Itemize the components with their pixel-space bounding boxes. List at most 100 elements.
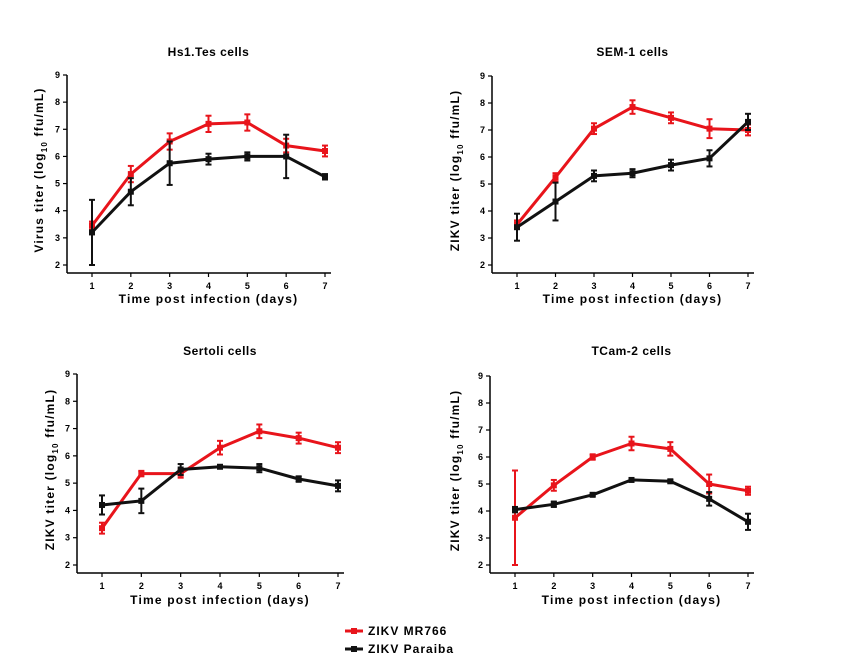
x-tick-label: 6 (707, 281, 712, 291)
data-point-paraiba (295, 476, 302, 483)
data-point-paraiba (552, 198, 559, 205)
x-axis-label: Time post infection (days) (543, 292, 723, 306)
series-line-mr766 (90, 121, 326, 227)
series-paraiba (514, 112, 751, 242)
y-tick-label: 5 (55, 179, 60, 189)
data-point-paraiba (138, 497, 145, 504)
x-tick-label: 6 (296, 581, 301, 591)
series-line-mr766 (515, 105, 749, 226)
x-tick-label: 2 (553, 281, 558, 291)
x-tick-label: 2 (139, 581, 144, 591)
data-point-paraiba (745, 118, 751, 125)
x-tick-label: 4 (630, 281, 635, 291)
data-point-paraiba (166, 160, 173, 167)
chart-title: SEM-1 cells (596, 45, 668, 59)
y-axis-label-subscript: 10 (40, 141, 49, 152)
y-tick-label: 3 (65, 533, 70, 543)
data-point-paraiba (667, 478, 674, 485)
data-point-mr766 (591, 125, 597, 132)
x-tick-label: 7 (322, 281, 327, 291)
y-axis-label: Virus titer (log10 ffu/mL) (32, 87, 49, 252)
y-tick-label: 5 (65, 478, 70, 488)
x-tick-label: 3 (167, 281, 172, 291)
data-point-mr766 (550, 482, 557, 489)
y-axis-label-text: Virus titer (log (32, 152, 46, 252)
data-point-mr766 (706, 125, 713, 132)
series-mr766 (512, 435, 751, 566)
data-point-mr766 (295, 435, 302, 442)
x-tick-label: 1 (99, 581, 104, 591)
y-tick-label: 7 (480, 125, 485, 135)
y-tick-label: 7 (478, 425, 483, 435)
data-point-mr766 (628, 440, 635, 447)
y-axis-label-text: ZIKV titer (log (448, 155, 462, 252)
data-point-paraiba (628, 476, 635, 483)
x-tick-label: 7 (745, 281, 750, 291)
series-mr766 (514, 99, 751, 230)
data-point-mr766 (217, 444, 223, 451)
data-point-mr766 (667, 445, 674, 452)
y-axis-label: ZIKV titer (log10 ffu/mL) (43, 389, 60, 551)
y-tick-label: 5 (480, 179, 485, 189)
y-tick-label: 2 (478, 560, 483, 570)
y-tick-label: 6 (55, 151, 60, 161)
y-tick-label: 6 (480, 152, 485, 162)
data-point-mr766 (99, 525, 105, 532)
legend-item-paraiba: ZIKV Paraiba (345, 642, 453, 656)
x-axis-label: Time post infection (days) (542, 593, 722, 607)
chart-title: Hs1.Tes cells (168, 45, 250, 59)
y-tick-label: 2 (480, 260, 485, 270)
x-tick-label: 7 (745, 581, 750, 591)
x-tick-label: 3 (590, 581, 595, 591)
data-point-paraiba (127, 188, 134, 195)
chart-title: TCam-2 cells (591, 344, 671, 358)
y-tick-label: 2 (55, 260, 60, 270)
data-point-paraiba (283, 153, 290, 160)
y-axis-label-unit: ffu/mL) (448, 390, 462, 444)
legend-marker-mr766 (351, 628, 357, 634)
data-point-paraiba (99, 501, 105, 508)
series-line-paraiba (90, 154, 326, 234)
data-point-paraiba (322, 173, 328, 180)
y-tick-label: 9 (55, 70, 60, 80)
y-axis-label-unit: ffu/mL) (43, 389, 57, 443)
data-point-paraiba (217, 463, 223, 470)
y-tick-label: 9 (478, 371, 483, 381)
data-point-mr766 (668, 114, 674, 121)
data-point-paraiba (335, 482, 341, 489)
y-tick-label: 3 (480, 233, 485, 243)
data-point-paraiba (745, 518, 751, 525)
x-axis-label: Time post infection (days) (130, 593, 310, 607)
x-tick-label: 1 (89, 281, 94, 291)
data-point-paraiba (256, 465, 263, 472)
x-tick-label: 5 (668, 581, 673, 591)
legend-label-mr766: ZIKV MR766 (368, 624, 447, 638)
chart-panel-4: TCam-2 cells 2 3 4 5 6 7 8 9 1 2 3 4 5 6 7 Time post inf… (448, 344, 754, 607)
y-tick-label: 3 (478, 533, 483, 543)
data-point-paraiba (591, 172, 597, 179)
series-paraiba (99, 463, 341, 516)
data-point-mr766 (138, 470, 145, 477)
y-tick-label: 8 (478, 398, 483, 408)
legend-marker-paraiba (351, 646, 357, 652)
x-tick-label: 5 (668, 281, 673, 291)
data-point-paraiba (668, 162, 674, 169)
data-point-mr766 (512, 514, 518, 521)
y-tick-label: 8 (480, 98, 485, 108)
y-axis-label-subscript: 10 (51, 442, 60, 453)
y-tick-label: 7 (65, 424, 70, 434)
y-tick-label: 4 (55, 206, 60, 216)
y-tick-label: 8 (65, 396, 70, 406)
data-point-mr766 (589, 454, 596, 460)
series-mr766 (89, 113, 328, 231)
series-paraiba (512, 476, 751, 531)
y-tick-label: 6 (65, 451, 70, 461)
x-tick-label: 7 (335, 581, 340, 591)
x-tick-label: 5 (245, 281, 250, 291)
data-point-mr766 (629, 104, 636, 111)
x-tick-label: 5 (257, 581, 262, 591)
x-tick-label: 2 (551, 581, 556, 591)
data-point-paraiba (89, 229, 95, 236)
y-axis-label: ZIKV titer (log10 ffu/mL) (448, 390, 465, 552)
y-axis-label-text: ZIKV titer (log (43, 454, 57, 551)
